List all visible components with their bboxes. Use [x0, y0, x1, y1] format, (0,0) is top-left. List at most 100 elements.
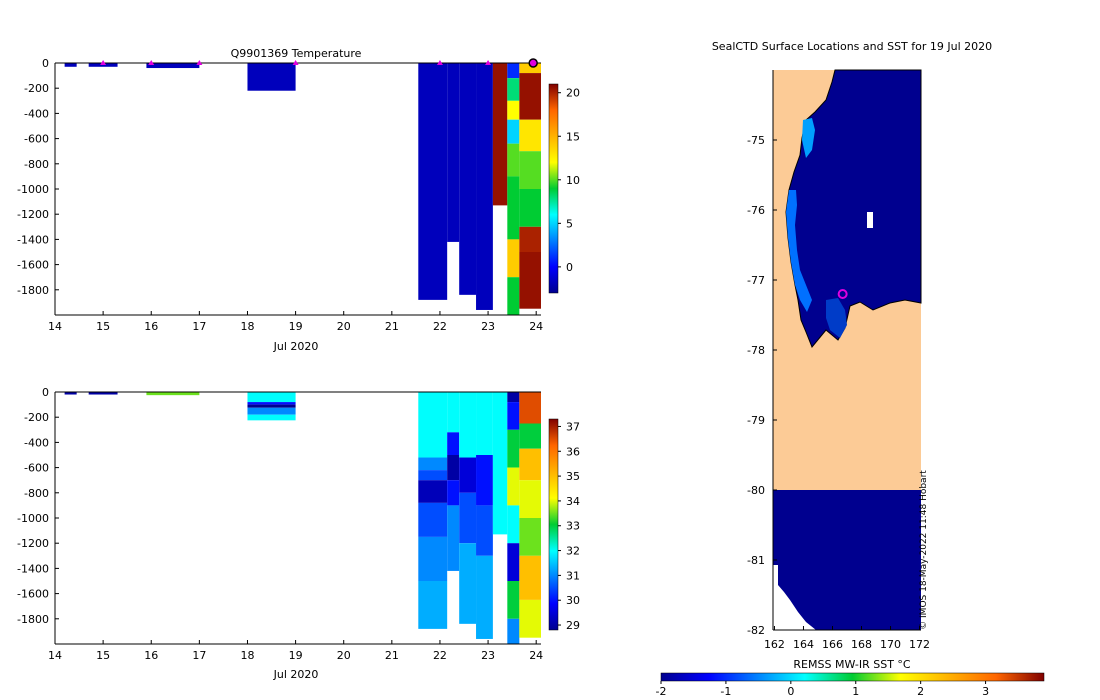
heatmap-cell	[519, 392, 541, 424]
x-tick-label: 15	[96, 649, 110, 662]
heatmap-cell	[507, 467, 520, 506]
map-watermark: © IMOS 18-May-2022 11:48 Hobart	[919, 470, 929, 630]
temperature-y-ticks: 0 -200 -400 -600 -800 -1000 -1200 -1400 -1600 -18…	[17, 57, 59, 297]
y-tick-label: -1600	[17, 259, 49, 272]
heatmap-cell	[447, 432, 460, 455]
heatmap-cell	[247, 404, 296, 408]
x-tick-label: 21	[385, 649, 399, 662]
heatmap-cell	[418, 581, 448, 629]
heatmap-cell	[507, 543, 520, 581]
heatmap-cell	[146, 392, 200, 396]
heatmap-cell	[418, 392, 448, 458]
map-colorbar-ticks: -2 -1 0 1 2 3	[656, 681, 989, 698]
map-nodata-south	[773, 565, 816, 630]
colorbar-tick-label: 33	[566, 520, 580, 533]
heatmap-cell	[507, 402, 520, 430]
map-y-tick-label: -78	[747, 344, 765, 357]
map-title: SealCTD Surface Locations and SST for 19…	[712, 40, 992, 53]
map-colorbar-tick-label: 0	[787, 685, 794, 698]
heatmap-cell	[519, 73, 541, 120]
heatmap-cell	[507, 119, 520, 144]
y-tick-label: -1000	[17, 183, 49, 196]
heatmap-cell	[418, 63, 448, 300]
heatmap-cell	[418, 470, 448, 481]
map-y-tick-label: -79	[747, 414, 765, 427]
heatmap-cell	[447, 480, 460, 506]
surface-marker	[196, 60, 203, 65]
surface-marker	[100, 60, 107, 65]
heatmap-cell	[476, 555, 493, 639]
map-ocean-south	[773, 490, 921, 630]
salinity-cells	[64, 392, 541, 644]
y-tick-label: -1200	[17, 208, 49, 221]
heatmap-cell	[64, 63, 77, 67]
x-tick-label: 14	[48, 320, 62, 333]
y-tick-label: -1800	[17, 613, 49, 626]
y-tick-label: 0	[42, 57, 49, 70]
map-x-ticks: 162 164 166 168 170 172	[764, 626, 930, 651]
heatmap-cell	[459, 492, 477, 544]
map-y-tick-label: -75	[747, 134, 765, 147]
heatmap-cell	[418, 536, 448, 581]
colorbar-tick-label: 20	[566, 87, 580, 100]
x-tick-label: 24	[529, 320, 543, 333]
map-y-tick-label: -80	[747, 484, 765, 497]
colorbar-tick-label: 34	[566, 495, 580, 508]
map-colorbar-tick-label: 1	[852, 685, 859, 698]
temperature-xlabel: Jul 2020	[273, 340, 319, 353]
colorbar-tick-label: 30	[566, 594, 580, 607]
map-nodata-patch	[867, 212, 873, 228]
heatmap-cell	[507, 100, 520, 120]
salinity-panel: 14 15 16 17 18 19 20 21 22 23 24 0 -200 -400 -600 -800…	[17, 386, 580, 681]
heatmap-cell	[519, 599, 541, 638]
heatmap-cell	[507, 176, 520, 240]
heatmap-cell	[507, 581, 520, 619]
heatmap-cell	[519, 189, 541, 227]
map-colorbar-tick-label: 2	[917, 685, 924, 698]
y-tick-label: -1200	[17, 537, 49, 550]
heatmap-cell	[507, 618, 520, 644]
map-coastal-warm-strip	[786, 190, 812, 312]
temperature-surface-markers	[100, 58, 538, 68]
heatmap-cell	[519, 480, 541, 518]
heatmap-cell	[507, 505, 520, 544]
x-tick-label: 24	[529, 649, 543, 662]
y-tick-label: -400	[24, 436, 49, 449]
surface-marker	[485, 60, 492, 65]
map-ross-island-shelf	[826, 298, 847, 338]
heatmap-cell	[507, 392, 520, 403]
y-tick-label: -1800	[17, 284, 49, 297]
temperature-panel: Q9901369 Temperature 14 15 16 17 18 19 20 21 22 2…	[17, 47, 580, 353]
y-tick-label: -1600	[17, 588, 49, 601]
heatmap-cell	[519, 555, 541, 600]
colorbar-tick-label: 37	[566, 420, 580, 433]
colorbar-tick-label: 15	[566, 130, 580, 143]
salinity-y-ticks: 0 -200 -400 -600 -800 -1000 -1200 -1400 -1600 -18…	[17, 386, 59, 626]
temperature-colorbar	[548, 83, 559, 294]
heatmap-cell	[64, 392, 77, 395]
map-x-tick-label: 170	[880, 638, 901, 651]
x-tick-label: 20	[337, 320, 351, 333]
map-colorbar-tick-label: -2	[656, 685, 667, 698]
heatmap-cell	[447, 392, 460, 433]
temperature-title: Q9901369 Temperature	[231, 47, 362, 60]
x-tick-label: 18	[240, 649, 254, 662]
map-colorbar-label: REMSS MW-IR SST °C	[793, 658, 911, 671]
x-tick-label: 17	[192, 320, 206, 333]
seal-location-marker	[837, 289, 848, 299]
heatmap-cell	[247, 407, 296, 415]
heatmap-cell	[247, 392, 296, 403]
x-tick-label: 20	[337, 649, 351, 662]
heatmap-cell	[476, 63, 493, 310]
heatmap-cell	[507, 78, 520, 101]
colorbar-tick-label: 10	[566, 174, 580, 187]
map-x-tick-label: 164	[793, 638, 814, 651]
map-y-tick-label: -81	[747, 554, 765, 567]
salinity-x-ticks: 14 15 16 17 18 19 20 21 22 23 24	[48, 640, 543, 662]
heatmap-cell	[447, 63, 460, 242]
heatmap-cell	[519, 151, 541, 189]
temperature-x-ticks: 14 15 16 17 18 19 20 21 22 23 24	[48, 311, 543, 333]
x-tick-label: 23	[481, 320, 495, 333]
y-tick-label: -1000	[17, 512, 49, 525]
